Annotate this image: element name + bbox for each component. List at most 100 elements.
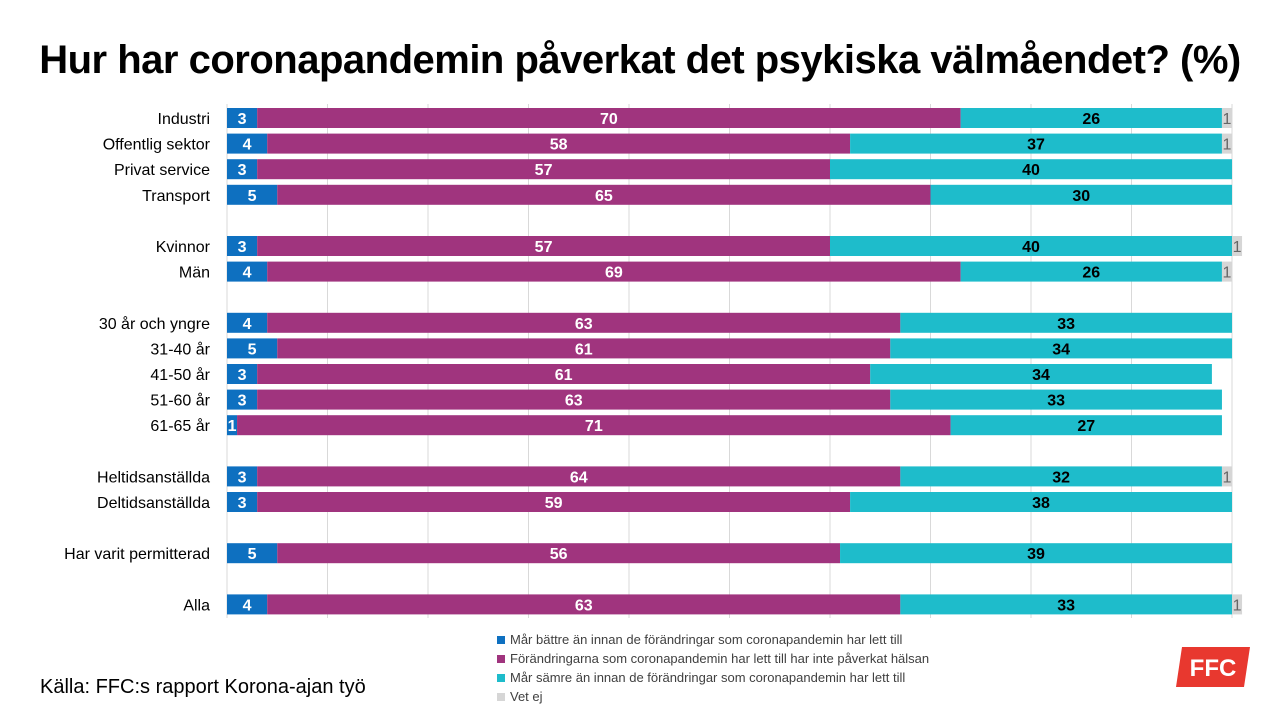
bar-segment [267,594,901,615]
legend-item: Mår sämre än innan de förändringar som c… [497,668,929,687]
legend-item: Mår bättre än innan de förändringar som … [497,630,929,649]
bar-segment [257,236,830,256]
data-label: 4 [243,265,252,282]
bar-segment [1221,261,1232,282]
legend-swatch [497,635,505,644]
category-label: Privat service [114,162,210,179]
bar-segment [900,466,1222,487]
data-label: 5 [248,341,257,358]
bar-segment [850,492,1232,512]
bar-segment [227,236,258,256]
bar-segment [900,312,1232,333]
bar-segment [227,466,258,487]
bar-segment [890,389,1222,410]
data-label: 37 [1027,137,1045,154]
data-label: 1 [1223,469,1232,486]
bar-segment [227,364,258,384]
data-label: 57 [535,239,553,256]
ffc-logo-shape [1176,647,1250,687]
bar-segment [1221,133,1232,154]
category-label: Heltidsanställda [97,469,210,486]
category-label: Alla [183,597,210,614]
category-label: 61-65 år [150,417,210,435]
bar-segment [830,236,1232,256]
bar-segment [960,261,1222,282]
legend: Mår bättre än innan de förändringar som … [497,630,929,706]
data-label: 65 [595,188,613,205]
data-label: 56 [550,546,568,563]
bar-segment [277,338,891,359]
bar-segment [227,415,238,436]
legend-swatch [497,654,505,663]
data-label: 27 [1077,418,1095,435]
data-label: 3 [238,495,247,512]
data-label: 1 [1233,239,1242,256]
data-label: 58 [550,137,568,154]
data-label: 40 [1022,162,1040,179]
data-label: 33 [1057,316,1075,333]
data-label: 5 [248,546,257,563]
data-label: 3 [238,367,247,384]
bar-segment [830,159,1232,180]
legend-label: Vet ej [510,689,543,704]
bar-segment [227,594,268,615]
data-label: 57 [535,162,553,179]
data-label: 38 [1032,495,1050,512]
legend-item: Vet ej [497,687,929,706]
data-label: 70 [600,111,618,128]
bar-segment [237,415,951,436]
data-label: 3 [238,393,247,410]
data-label: 3 [238,469,247,486]
data-label: 1 [1223,265,1232,282]
bar-segment [1221,466,1232,487]
bar-segment [257,364,871,384]
data-label: 39 [1027,546,1045,563]
data-label: 1 [228,418,237,435]
legend-swatch [497,673,505,682]
bar-segment [227,133,268,154]
data-label: 3 [238,162,247,179]
bar-segment [1232,594,1243,615]
bar-segment [900,594,1232,615]
data-label: 61 [575,341,593,358]
data-label: 32 [1052,469,1070,486]
bar-segment [227,261,268,282]
bar-segment [267,133,851,154]
category-label: 41-50 år [150,366,210,384]
bar-segment [257,108,961,128]
category-label: 30 år och yngre [99,315,210,333]
data-label: 3 [238,111,247,128]
legend-label: Mår sämre än innan de förändringar som c… [510,670,906,685]
ffc-logo: FFC [1176,647,1250,687]
bar-segment [850,133,1222,154]
bar-segment [227,108,258,128]
bar-segment [1232,236,1243,256]
bar-segment [1221,108,1232,128]
bar-segment [257,159,830,180]
data-label: 69 [605,265,623,282]
bar-segment [227,389,258,410]
category-label: Industri [158,111,210,128]
legend-item: Förändringarna som coronapandemin har le… [497,649,929,668]
data-label: 33 [1047,393,1065,410]
bar-segment [227,184,278,205]
bar-segment [227,338,278,359]
data-label: 34 [1052,341,1070,358]
category-label: Har varit permitterad [64,546,210,563]
category-label: Kvinnor [156,239,211,256]
data-label: 71 [585,418,603,435]
bar-segment [227,543,278,564]
data-label: 1 [1233,597,1242,614]
bar-segment [950,415,1222,436]
bar-segment [960,108,1222,128]
category-label: Transport [142,188,210,205]
data-label: 4 [243,137,252,154]
category-label: Män [179,265,210,282]
category-label: 31-40 år [150,340,210,358]
bar-segment [227,312,268,333]
legend-swatch [497,692,505,701]
bar-segment [870,364,1212,384]
data-label: 26 [1082,265,1100,282]
bar-segment [930,184,1232,205]
